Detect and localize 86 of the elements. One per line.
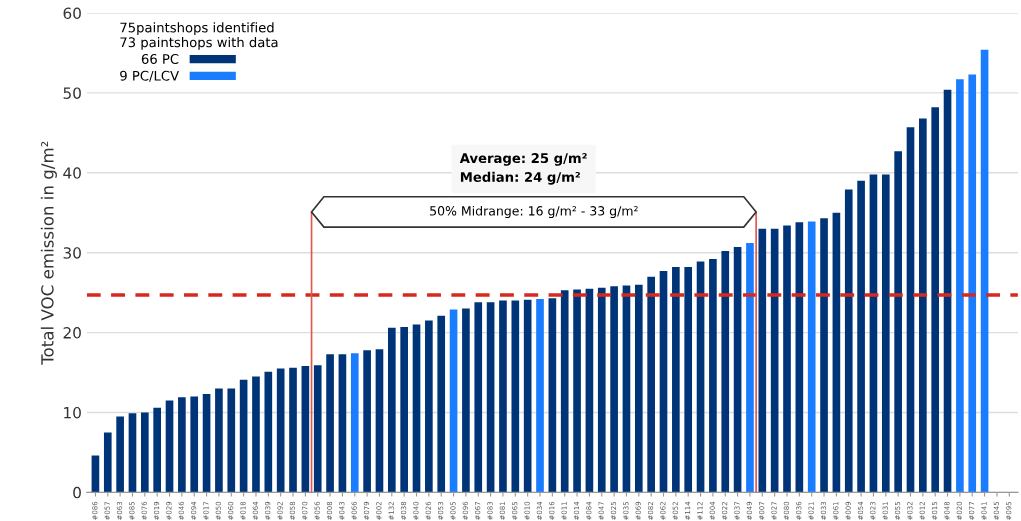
bar [338, 354, 347, 493]
bar [733, 247, 742, 493]
bar [511, 300, 520, 493]
bar [672, 267, 680, 493]
bar [585, 288, 594, 493]
bar [857, 180, 865, 493]
bar [881, 174, 890, 493]
bar [869, 174, 878, 493]
bar [684, 267, 693, 493]
bar [128, 413, 137, 493]
bar [215, 388, 223, 493]
bar [276, 368, 285, 493]
bar [536, 299, 544, 493]
bar [943, 89, 952, 493]
y-tick-label: 60 [63, 7, 81, 20]
bar [313, 365, 322, 493]
bar [906, 127, 915, 493]
bar [91, 455, 100, 493]
bar [523, 299, 532, 493]
bar [462, 308, 470, 493]
y-tick-label: 50 [63, 87, 81, 99]
bar [103, 432, 112, 493]
bar [721, 251, 730, 493]
bar [894, 151, 902, 493]
bar [412, 324, 421, 493]
bar [573, 289, 581, 493]
bar [289, 367, 297, 493]
legend-label: 66 PC [141, 54, 179, 64]
bar [264, 371, 273, 493]
bar [326, 354, 334, 493]
y-tick-label: 30 [63, 247, 81, 259]
bar [400, 326, 408, 493]
bar [795, 222, 804, 493]
bar [486, 302, 495, 493]
bar [770, 228, 779, 493]
bar [350, 353, 359, 493]
bar [832, 212, 841, 493]
bar [980, 49, 989, 493]
y-tick-label: 20 [63, 327, 81, 339]
y-tick-label: 0 [73, 486, 81, 499]
bar [931, 107, 940, 493]
annotation: Average: 25 g/m² Median: 24 g/m² [459, 153, 587, 185]
bar [844, 189, 853, 493]
annotation: 50% Midrange: 16 g/m² - 33 g/m² [430, 205, 638, 218]
bar [252, 376, 260, 493]
bar [968, 74, 977, 493]
bar [499, 300, 507, 493]
bar [239, 379, 248, 493]
bar [227, 388, 236, 493]
bar [375, 349, 384, 493]
bar [746, 243, 754, 493]
bar [474, 302, 483, 493]
bar [449, 309, 458, 493]
bar [363, 350, 371, 493]
bar [202, 394, 211, 493]
bar [919, 118, 927, 493]
legend-label: 9 PC/LCV [120, 70, 179, 82]
bar [560, 290, 569, 493]
bar [807, 221, 816, 493]
bar [387, 327, 396, 493]
legend-title: 75paintshops identified 73 paintshops with data [120, 22, 278, 50]
bar [659, 271, 668, 493]
bar [622, 285, 631, 493]
bar [696, 261, 705, 493]
bar [758, 228, 767, 493]
bar [437, 315, 446, 493]
bar [178, 397, 186, 493]
bar [425, 320, 433, 493]
y-tick-label: 40 [63, 167, 81, 179]
y-tick-label: 10 [64, 406, 81, 419]
bar [709, 259, 717, 493]
bar [634, 284, 643, 493]
bar [597, 287, 606, 493]
bar [647, 276, 655, 493]
y-axis-title: Total VOC emission in g/m² [40, 141, 57, 365]
bar [610, 286, 618, 493]
bar [165, 400, 174, 493]
bar [141, 412, 149, 493]
bar [783, 225, 791, 493]
bar [116, 416, 124, 493]
bar [820, 218, 828, 493]
bar [153, 407, 162, 493]
bar [548, 298, 557, 493]
bar [301, 366, 310, 493]
bar [956, 79, 964, 493]
bar [190, 396, 199, 493]
